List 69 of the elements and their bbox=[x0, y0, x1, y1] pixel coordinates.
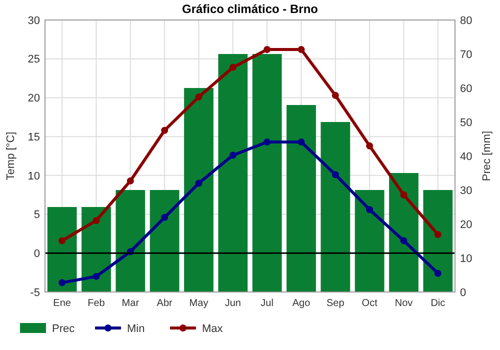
y2-tick-label: 20 bbox=[460, 218, 472, 231]
point bbox=[400, 237, 408, 244]
point bbox=[195, 180, 202, 187]
point bbox=[161, 214, 168, 221]
x-tick-label: Ago bbox=[292, 298, 311, 309]
x-tick-label: Dic bbox=[430, 298, 446, 309]
bar bbox=[116, 190, 146, 292]
y-tick-label: 10 bbox=[28, 170, 40, 182]
point bbox=[58, 279, 66, 286]
point bbox=[298, 46, 305, 54]
y2-tick-label: 40 bbox=[460, 150, 472, 163]
y2-axis-title: Prec [mm] bbox=[481, 130, 493, 182]
point bbox=[195, 93, 202, 100]
bar bbox=[252, 54, 282, 292]
x-tick-label: Abr bbox=[156, 298, 174, 309]
chart-title: Gráfico climático - Brno bbox=[182, 2, 318, 16]
bar bbox=[150, 190, 180, 292]
x-tick-label: Jun bbox=[224, 298, 241, 309]
bar bbox=[423, 190, 453, 292]
bar bbox=[389, 173, 418, 292]
point bbox=[332, 171, 339, 178]
y-axis-title: Temp [°C] bbox=[5, 132, 17, 180]
point bbox=[229, 152, 236, 159]
point bbox=[92, 217, 100, 224]
y-tick-label: 20 bbox=[28, 92, 40, 105]
bar bbox=[354, 190, 384, 292]
y-tick-label: 30 bbox=[28, 14, 40, 27]
point bbox=[298, 138, 305, 146]
point bbox=[92, 272, 100, 280]
y2-tick-label: 30 bbox=[460, 184, 472, 197]
x-tick-label: Feb bbox=[88, 298, 106, 309]
bar bbox=[320, 122, 350, 292]
y-tick-label: -5 bbox=[30, 286, 40, 299]
bar bbox=[184, 88, 214, 292]
bar bbox=[47, 207, 77, 292]
x-tick-label: Jul bbox=[260, 298, 274, 309]
x-tick-label: Mar bbox=[122, 298, 140, 309]
x-tick-label: Sep bbox=[326, 298, 345, 309]
bar bbox=[286, 105, 316, 292]
y-tick-label: 5 bbox=[34, 209, 40, 222]
point bbox=[434, 230, 442, 238]
point bbox=[126, 177, 134, 184]
y2-tick-label: 50 bbox=[460, 116, 472, 129]
y2-tick-label: 60 bbox=[460, 82, 472, 95]
legend-label: Prec bbox=[52, 322, 76, 335]
bar bbox=[218, 54, 248, 292]
y-tick-label: 0 bbox=[34, 248, 40, 260]
point bbox=[366, 206, 374, 214]
x-tick-label: Nov bbox=[394, 298, 413, 309]
point bbox=[332, 92, 339, 99]
x-tick-label: Oct bbox=[362, 298, 378, 309]
x-tick-label: May bbox=[189, 298, 208, 309]
y2-tick-label: 80 bbox=[460, 14, 472, 27]
point bbox=[264, 46, 271, 54]
y2-tick-label: 70 bbox=[460, 48, 472, 61]
point bbox=[229, 64, 236, 71]
legend-label: Min bbox=[127, 322, 145, 335]
y-tick-label: 15 bbox=[28, 131, 40, 144]
point bbox=[434, 270, 442, 277]
y2-tick-label: 0 bbox=[460, 286, 466, 299]
y-tick-label: 25 bbox=[28, 54, 40, 66]
point bbox=[161, 126, 168, 134]
legend-label: Max bbox=[202, 322, 224, 335]
point bbox=[400, 191, 408, 198]
point bbox=[264, 138, 271, 146]
point bbox=[366, 142, 374, 150]
point bbox=[58, 237, 66, 244]
x-tick-label: Ene bbox=[53, 298, 72, 309]
y2-tick-label: 10 bbox=[460, 252, 472, 265]
